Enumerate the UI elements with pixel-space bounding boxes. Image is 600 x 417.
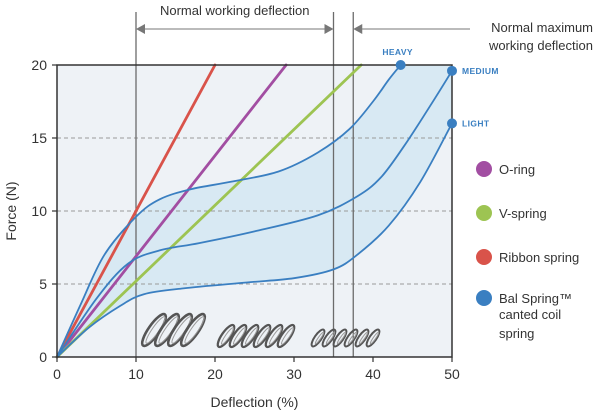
coil-loop xyxy=(365,328,381,348)
x-tick-label: 0 xyxy=(53,366,61,382)
coil-spring-illustration xyxy=(140,312,381,349)
coil-loop xyxy=(332,328,348,348)
y-tick-label: 0 xyxy=(39,349,47,365)
series-line-ribbon-spring xyxy=(55,63,217,359)
y-tick-label: 15 xyxy=(31,130,47,146)
legend-marker-v-spring xyxy=(476,205,492,221)
y-tick-label: 20 xyxy=(31,57,47,73)
endpoint-label-light: LIGHT xyxy=(462,118,490,128)
coil-loop-inner xyxy=(184,316,205,344)
series-lines xyxy=(55,63,453,359)
grid-lines xyxy=(57,137,452,285)
x-axis-label: Deflection (%) xyxy=(211,394,299,410)
legend-label-ribbon-spring: Ribbon spring xyxy=(499,250,579,265)
coil-loop xyxy=(343,328,359,348)
coil-loop-inner xyxy=(369,331,380,345)
legend: O-ring V-spring Ribbon spring Bal Spring… xyxy=(476,161,579,341)
coil-loop-inner xyxy=(347,331,358,345)
series-line-medium xyxy=(56,69,453,358)
arrowhead-right xyxy=(324,24,334,34)
endpoint-marker-medium xyxy=(447,65,457,76)
y-tick-label: 5 xyxy=(39,276,47,292)
canted-coil-spring-icon xyxy=(216,323,296,349)
endpoint-label-medium: MEDIUM xyxy=(462,66,499,76)
endpoint-marker-heavy xyxy=(395,60,406,70)
normal-max-annotation: Normal maximum working deflection xyxy=(353,20,593,53)
coil-loop xyxy=(310,328,326,348)
series-line-o-ring xyxy=(55,63,288,359)
coil-loop xyxy=(276,323,296,349)
arrowhead-left xyxy=(136,24,145,34)
legend-label-o-ring: O-ring xyxy=(499,162,535,177)
x-tick-label: 20 xyxy=(207,366,223,382)
coil-loop xyxy=(252,323,272,349)
coil-loop-inner xyxy=(245,327,258,345)
legend-label-bal-spring-line3: spring xyxy=(499,326,534,341)
coil-loop xyxy=(179,312,207,348)
endpoint-label-heavy: HEAVY xyxy=(382,47,413,57)
canted-coil-spring-icon xyxy=(310,328,381,348)
series-line-heavy xyxy=(56,64,402,358)
coil-loop xyxy=(216,323,236,349)
coil-loop xyxy=(240,323,260,349)
coil-loop xyxy=(264,323,284,349)
series-line-light xyxy=(56,122,453,358)
x-tick-label: 10 xyxy=(128,366,144,382)
normal-working-annotation: Normal working deflection xyxy=(136,2,334,34)
coil-loop xyxy=(228,323,248,349)
endpoint-marker-light xyxy=(447,118,457,129)
legend-marker-o-ring xyxy=(476,161,492,177)
endpoint-markers: HEAVY MEDIUM LIGHT xyxy=(382,47,499,129)
coil-loop-inner xyxy=(233,327,246,345)
normal-max-label-line1: Normal maximum xyxy=(491,20,593,35)
legend-label-bal-spring: Bal Spring™ xyxy=(499,291,572,306)
canted-coil-spring-icon xyxy=(140,312,207,348)
coil-loop xyxy=(321,328,337,348)
legend-label-bal-spring-line2: canted coil xyxy=(499,307,561,322)
coil-loop-inner xyxy=(325,331,336,345)
axis-ticks: 0 10 20 30 40 50 0 5 10 15 20 xyxy=(31,57,460,382)
deflection-marker-lines xyxy=(135,12,354,357)
series-line-v-spring xyxy=(55,63,363,359)
coil-loop-inner xyxy=(336,331,347,345)
normal-max-label-line2: working deflection xyxy=(488,38,593,53)
x-tick-label: 40 xyxy=(365,366,381,382)
arrowhead-left xyxy=(353,24,363,34)
y-axis-label: Force (N) xyxy=(3,181,19,240)
normal-working-label: Normal working deflection xyxy=(160,3,310,18)
legend-marker-bal-spring xyxy=(476,290,492,306)
coil-loop-inner xyxy=(269,327,282,345)
legend-label-v-spring: V-spring xyxy=(499,206,547,221)
x-tick-label: 50 xyxy=(444,366,460,382)
y-tick-label: 10 xyxy=(31,203,47,219)
coil-loop-inner xyxy=(314,331,325,345)
coil-loop-inner xyxy=(281,327,294,345)
coil-loop-inner xyxy=(221,327,234,345)
coil-loop xyxy=(354,328,370,348)
legend-marker-ribbon-spring xyxy=(476,249,492,265)
x-tick-label: 30 xyxy=(286,366,302,382)
coil-loop-inner xyxy=(358,331,369,345)
coil-loop-inner xyxy=(257,327,270,345)
